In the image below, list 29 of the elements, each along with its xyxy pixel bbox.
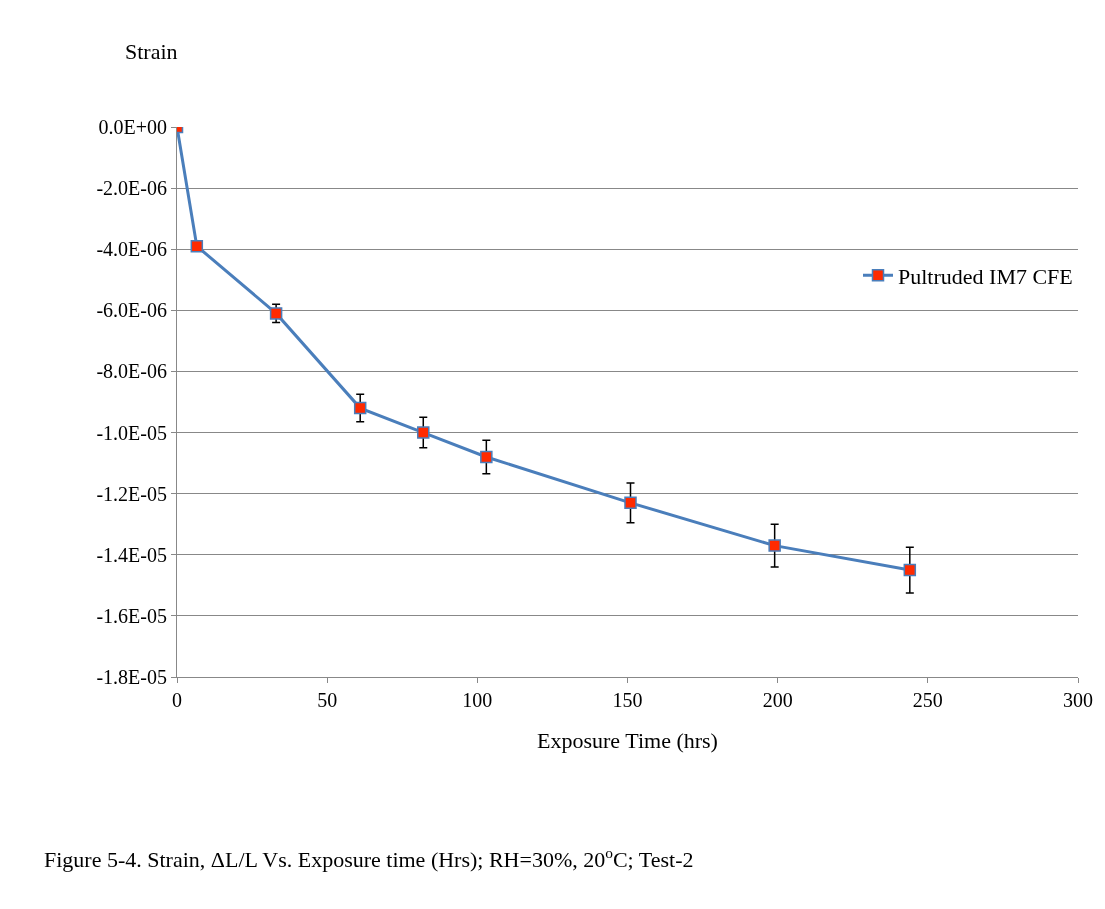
y-tick-label: -1.2E-05	[96, 482, 167, 505]
point	[903, 563, 917, 577]
x-tick-label: 150	[612, 689, 643, 711]
point	[480, 450, 493, 464]
x-tick-label: 0	[172, 689, 182, 711]
legend-label: Pultruded IM7 CFE	[898, 263, 1073, 289]
x-tick-label: 100	[462, 689, 493, 711]
y-tick-label: 0.0E+00	[98, 116, 167, 138]
x-axis-title: Exposure Time (hrs)	[537, 727, 718, 753]
x-tick-label: 250	[912, 689, 943, 711]
y-tick-label: -2.0E-06	[96, 177, 167, 200]
y-tick-label: -6.0E-06	[96, 299, 167, 322]
y-axis-title: Strain	[125, 39, 178, 64]
y-tick-label: -1.6E-05	[96, 604, 167, 627]
point	[190, 239, 204, 253]
x-tick-label: 50	[317, 689, 338, 711]
caption: Figure 5-4. Strain, ΔL/L Vs. Exposure time (Hrs); RH=30%, 20$^{o}$C; Test-2	[44, 844, 694, 873]
point	[417, 426, 430, 439]
point	[269, 307, 283, 320]
y-tick-label: -4.0E-06	[96, 238, 167, 261]
y-tick-label: -1.0E-05	[96, 421, 167, 444]
point	[624, 496, 637, 510]
x-tick-label: 300	[1063, 689, 1093, 711]
x-tick-label: 200	[762, 689, 793, 711]
point	[768, 539, 781, 552]
point	[353, 401, 367, 415]
y-tick-label: -1.8E-05	[96, 666, 167, 688]
y-tick-label: -1.4E-05	[96, 543, 167, 566]
y-tick-label: -8.0E-06	[96, 360, 167, 383]
